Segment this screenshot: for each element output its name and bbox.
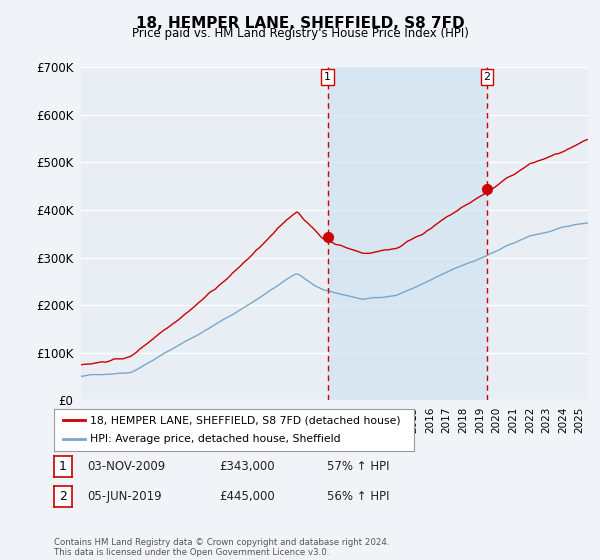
Text: 1: 1 [324,72,331,82]
Text: £343,000: £343,000 [219,460,275,473]
Text: 1: 1 [59,460,67,473]
Text: 18, HEMPER LANE, SHEFFIELD, S8 7FD (detached house): 18, HEMPER LANE, SHEFFIELD, S8 7FD (deta… [90,415,401,425]
Text: 18, HEMPER LANE, SHEFFIELD, S8 7FD: 18, HEMPER LANE, SHEFFIELD, S8 7FD [136,16,464,31]
Text: 03-NOV-2009: 03-NOV-2009 [87,460,165,473]
Text: 05-JUN-2019: 05-JUN-2019 [87,489,161,503]
Text: 56% ↑ HPI: 56% ↑ HPI [327,489,389,503]
Text: 57% ↑ HPI: 57% ↑ HPI [327,460,389,473]
Text: Price paid vs. HM Land Registry's House Price Index (HPI): Price paid vs. HM Land Registry's House … [131,27,469,40]
Text: HPI: Average price, detached house, Sheffield: HPI: Average price, detached house, Shef… [90,435,341,445]
Text: 2: 2 [59,489,67,503]
Bar [328,67,487,400]
Text: Contains HM Land Registry data © Crown copyright and database right 2024.
This d: Contains HM Land Registry data © Crown c… [54,538,389,557]
Text: 2: 2 [484,72,491,82]
Text: £445,000: £445,000 [219,489,275,503]
